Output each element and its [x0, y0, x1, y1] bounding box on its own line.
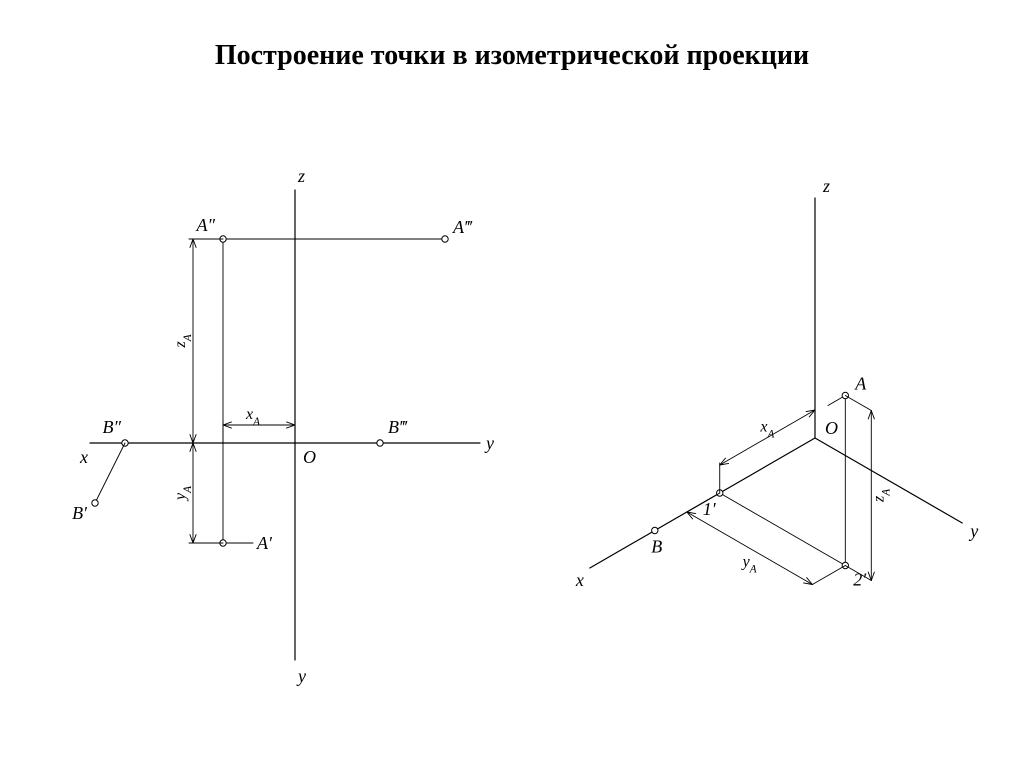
svg-text:z: z — [297, 166, 305, 186]
svg-text:xA: xA — [759, 419, 774, 441]
svg-text:x: x — [79, 447, 88, 467]
svg-text:zA: zA — [870, 489, 892, 503]
svg-text:yA: yA — [741, 553, 757, 575]
page-title: Построение точки в изометрической проекц… — [0, 40, 1024, 72]
svg-text:zA: zA — [172, 334, 194, 348]
svg-text:А‴: А‴ — [452, 217, 473, 237]
svg-text:y: y — [484, 433, 494, 453]
svg-text:B″: B″ — [103, 417, 122, 437]
svg-text:yA: yA — [172, 486, 194, 502]
svg-text:A: A — [854, 374, 867, 394]
svg-text:x: x — [575, 570, 584, 590]
svg-text:B‴: B‴ — [388, 417, 408, 437]
svg-text:2′: 2′ — [853, 570, 867, 590]
svg-text:z: z — [822, 176, 830, 196]
svg-text:A′: A′ — [256, 533, 273, 553]
svg-text:B′: B′ — [72, 503, 88, 523]
diagram-svg: zyxyOA″А‴A′B″B‴B′xAzAyAzxyO1′2′ABxAyAzA — [0, 0, 1024, 767]
svg-text:A″: A″ — [196, 215, 216, 235]
svg-text:B: B — [651, 537, 662, 557]
svg-text:y: y — [968, 521, 978, 541]
svg-text:O: O — [303, 447, 316, 467]
svg-text:O: O — [825, 418, 838, 438]
svg-text:y: y — [296, 666, 306, 686]
